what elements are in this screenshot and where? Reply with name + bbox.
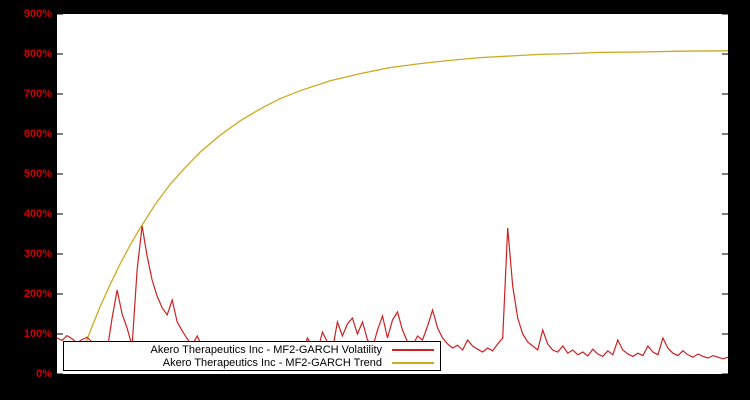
y-axis-label: 600% — [23, 128, 52, 140]
plot-area: Akero Therapeutics Inc - MF2-GARCH Volat… — [57, 14, 728, 374]
legend-item-volatility: Akero Therapeutics Inc - MF2-GARCH Volat… — [70, 343, 434, 356]
volatility-line — [57, 225, 728, 360]
legend-label-trend: Akero Therapeutics Inc - MF2-GARCH Trend — [162, 356, 382, 369]
trend-line — [74, 50, 728, 371]
y-axis-label: 100% — [23, 328, 52, 340]
y-axis-label: 400% — [23, 208, 52, 220]
y-axis-label: 0% — [36, 368, 52, 380]
y-axis-label: 200% — [23, 288, 52, 300]
volatility-line-sample — [392, 348, 434, 351]
trend-line-sample — [392, 361, 434, 364]
legend: Akero Therapeutics Inc - MF2-GARCH Volat… — [63, 341, 441, 371]
y-axis-label: 300% — [23, 248, 52, 260]
y-axis-label: 800% — [23, 48, 52, 60]
legend-label-volatility: Akero Therapeutics Inc - MF2-GARCH Volat… — [150, 343, 382, 356]
chart-canvas — [57, 14, 728, 374]
y-axis-label: 500% — [23, 168, 52, 180]
y-axis-label: 900% — [23, 8, 52, 20]
y-axis-label: 700% — [23, 88, 52, 100]
legend-item-trend: Akero Therapeutics Inc - MF2-GARCH Trend — [70, 356, 434, 369]
y-axis: 0% 100% 200% 300% 400% 500% 600% 700% 800% 900% — [0, 0, 54, 400]
